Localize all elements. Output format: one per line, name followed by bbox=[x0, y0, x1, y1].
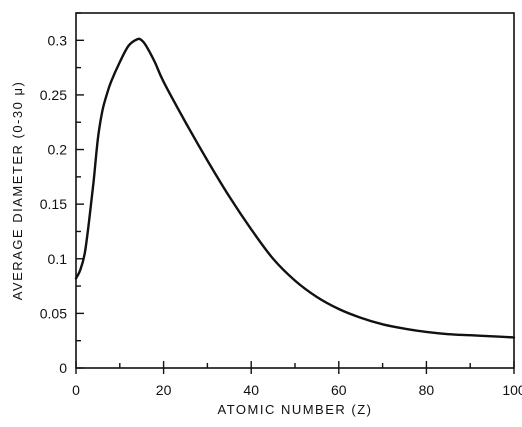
x-tick-label: 80 bbox=[419, 382, 435, 398]
x-tick-label: 0 bbox=[72, 382, 80, 398]
x-tick-label: 100 bbox=[502, 382, 522, 398]
tick-labels: 0 20 40 60 80 100 0 0.05 0.1 0.15 0.2 0.25 0.3 bbox=[40, 32, 522, 398]
x-tick-label: 60 bbox=[331, 382, 347, 398]
y-tick-label: 0.2 bbox=[48, 142, 68, 158]
x-tick-label: 40 bbox=[243, 382, 259, 398]
y-tick-label: 0.25 bbox=[40, 87, 67, 103]
y-tick-label: 0 bbox=[59, 360, 67, 376]
ticks bbox=[75, 12, 515, 374]
y-tick-label: 0.1 bbox=[48, 251, 68, 267]
plot-frame bbox=[75, 12, 515, 369]
y-axis-title: AVERAGE DIAMETER (0-30 μ) bbox=[10, 81, 25, 301]
y-tick-label: 0.3 bbox=[48, 32, 68, 48]
y-tick-label: 0.05 bbox=[40, 305, 67, 321]
x-axis-title: ATOMIC NUMBER (Z) bbox=[217, 402, 372, 417]
series-line bbox=[74, 37, 516, 339]
x-tick-label: 20 bbox=[156, 382, 172, 398]
y-tick-label: 0.15 bbox=[40, 196, 67, 212]
